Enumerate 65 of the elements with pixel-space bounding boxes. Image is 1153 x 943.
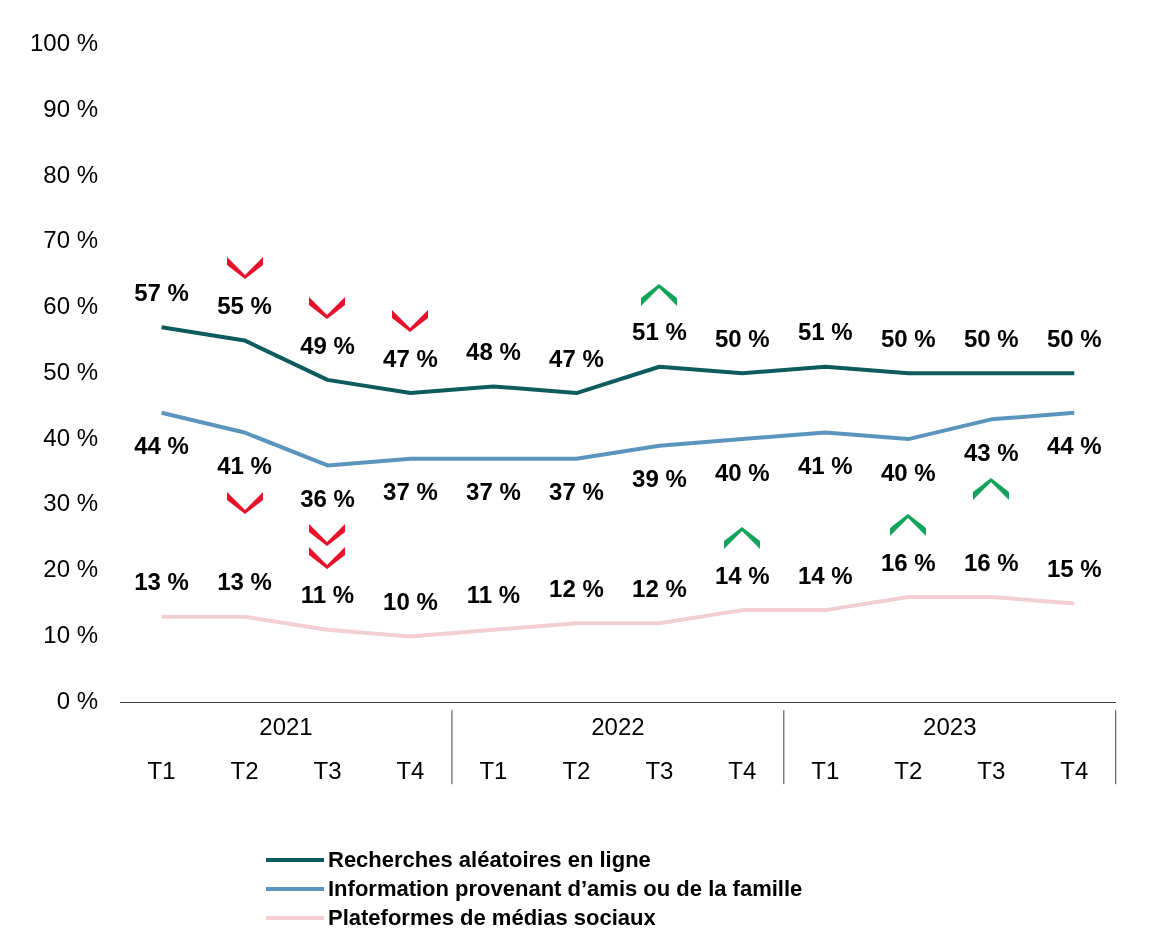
data-label: 47 % xyxy=(383,344,438,372)
x-tick-label: T2 xyxy=(894,757,923,785)
y-tick-label: 80 % xyxy=(43,160,99,188)
legend-label: Recherches aléatoires en ligne xyxy=(328,846,651,873)
data-label: 55 % xyxy=(217,292,272,320)
data-label: 47 % xyxy=(549,344,604,372)
x-tick-label: T3 xyxy=(977,757,1006,785)
data-label: 11 % xyxy=(466,581,521,609)
data-label: 36 % xyxy=(300,485,355,513)
x-tick-label: T4 xyxy=(728,757,757,785)
data-label: 37 % xyxy=(549,478,604,506)
y-tick-label: 70 % xyxy=(43,226,99,254)
data-label: 51 % xyxy=(797,318,853,346)
data-label: 16 % xyxy=(880,548,936,576)
text: 2023 xyxy=(923,712,977,740)
legend-label: Plateformes de médias sociaux xyxy=(328,904,656,931)
data-label: 13 % xyxy=(134,568,189,596)
y-tick-label: 50 % xyxy=(43,357,99,385)
y-tick-label: 60 % xyxy=(43,292,99,320)
data-label: 37 % xyxy=(383,478,438,506)
data-label: 49 % xyxy=(300,331,355,359)
data-label: 50 % xyxy=(1046,324,1102,352)
data-label: 51 % xyxy=(632,318,687,346)
data-label: 44 % xyxy=(134,432,189,460)
x-tick-label: T1 xyxy=(147,757,176,785)
data-label: 12 % xyxy=(549,574,604,602)
data-label: 43 % xyxy=(963,438,1019,466)
data-label: 37 % xyxy=(466,478,521,506)
x-tick-label: T1 xyxy=(479,757,508,785)
y-tick-label: 0 % xyxy=(56,686,99,714)
x-tick-label: T2 xyxy=(562,757,591,785)
x-tick-label: T2 xyxy=(230,757,259,785)
data-label: 50 % xyxy=(715,324,770,352)
data-label: 48 % xyxy=(466,338,521,366)
data-label: 40 % xyxy=(715,458,770,486)
data-label: 41 % xyxy=(217,452,272,480)
y-tick-label: 30 % xyxy=(43,489,99,517)
data-label: 41 % xyxy=(797,452,853,480)
data-label: 50 % xyxy=(880,324,936,352)
text: 2022 xyxy=(591,712,645,740)
x-tick-label: T4 xyxy=(396,757,425,785)
data-label: 13 % xyxy=(217,568,272,596)
data-label: 57 % xyxy=(134,278,189,306)
data-label: 44 % xyxy=(1046,432,1102,460)
data-label: 11 % xyxy=(300,581,355,609)
y-tick-label: 40 % xyxy=(43,423,99,451)
y-tick-label: 20 % xyxy=(43,555,99,583)
text: 2021 xyxy=(259,712,313,740)
data-label: 40 % xyxy=(880,458,936,486)
data-label: 10 % xyxy=(383,588,438,616)
x-tick-label: T4 xyxy=(1060,757,1089,785)
y-tick-label: 10 % xyxy=(43,621,99,649)
data-label: 50 % xyxy=(963,324,1019,352)
legend-label: Information provenant d’amis ou de la famille xyxy=(328,875,803,902)
data-label: 14 % xyxy=(797,561,853,589)
data-label: 39 % xyxy=(632,465,687,493)
x-tick-label: T3 xyxy=(313,757,342,785)
data-label: 15 % xyxy=(1046,555,1102,583)
x-tick-label: T3 xyxy=(645,757,674,785)
data-label: 14 % xyxy=(715,561,770,589)
data-label: 16 % xyxy=(963,548,1019,576)
y-tick-label: 90 % xyxy=(43,94,99,122)
y-tick-label: 100 % xyxy=(29,29,99,57)
data-label: 12 % xyxy=(632,574,687,602)
x-tick-label: T1 xyxy=(811,757,840,785)
